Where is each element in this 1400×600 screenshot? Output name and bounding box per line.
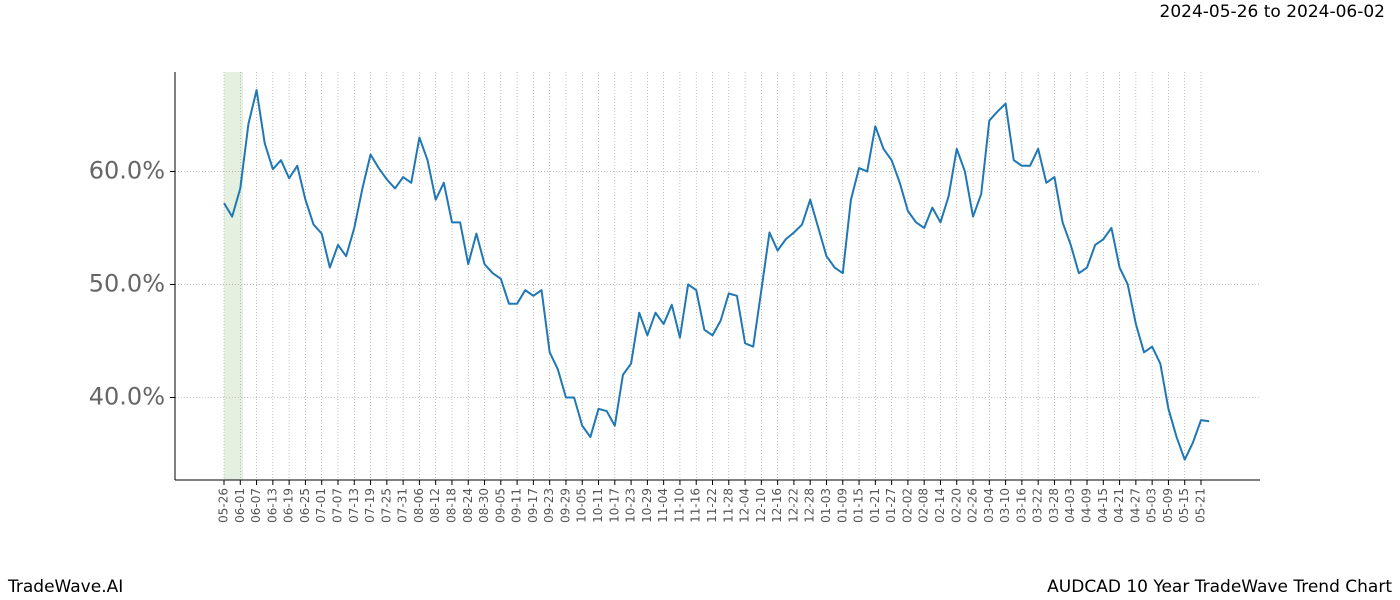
x-tick-label: 07-19 <box>363 488 377 523</box>
x-tick-label: 05-09 <box>1161 488 1175 523</box>
x-tick-label: 07-01 <box>314 488 328 523</box>
x-tick-label: 09-05 <box>493 488 507 523</box>
x-tick-label: 12-28 <box>803 488 817 523</box>
x-tick-label: 07-13 <box>347 488 361 523</box>
x-tick-label: 02-02 <box>900 488 914 523</box>
x-tick-label: 04-09 <box>1080 488 1094 523</box>
x-tick-label: 08-12 <box>428 488 442 523</box>
x-tick-label: 03-16 <box>1014 488 1028 523</box>
x-tick-label: 04-21 <box>1112 488 1126 523</box>
x-tick-label: 10-05 <box>575 488 589 523</box>
x-tick-label: 12-22 <box>786 488 800 523</box>
x-tick-label: 10-23 <box>624 488 638 523</box>
x-tick-label: 07-25 <box>379 488 393 523</box>
x-tick-label: 04-03 <box>1063 488 1077 523</box>
x-tick-label: 09-23 <box>542 488 556 523</box>
x-tick-label: 07-31 <box>396 488 410 523</box>
y-tick-label: 60.0% <box>89 156 165 184</box>
x-tick-label: 01-15 <box>852 488 866 523</box>
x-tick-label: 11-28 <box>721 488 735 523</box>
x-tick-label: 12-04 <box>738 488 752 523</box>
x-tick-label: 05-03 <box>1145 488 1159 523</box>
x-tick-label: 06-07 <box>249 488 263 523</box>
highlight-range <box>224 72 243 480</box>
x-tick-label: 08-06 <box>412 488 426 523</box>
x-tick-label: 03-10 <box>998 488 1012 523</box>
chart-title: AUDCAD 10 Year TradeWave Trend Chart <box>1047 577 1392 597</box>
x-tick-label: 05-26 <box>217 488 231 523</box>
x-tick-label: 03-22 <box>1031 488 1045 523</box>
x-tick-label: 10-29 <box>640 488 654 523</box>
date-range: 2024-05-26 to 2024-06-02 <box>1160 2 1385 22</box>
x-tick-label: 08-24 <box>461 488 475 523</box>
x-tick-label: 08-18 <box>444 488 458 523</box>
y-tick-label: 50.0% <box>89 269 165 297</box>
x-tick-label: 12-16 <box>770 488 784 523</box>
x-tick-label: 09-17 <box>526 488 540 523</box>
x-tick-label: 11-04 <box>656 488 670 523</box>
x-tick-label: 01-21 <box>868 488 882 523</box>
trend-line <box>223 89 1210 461</box>
x-tick-label: 11-22 <box>705 488 719 523</box>
x-tick-label: 05-21 <box>1194 488 1208 523</box>
x-tick-label: 10-17 <box>607 488 621 523</box>
x-tick-label: 06-13 <box>265 488 279 523</box>
x-tick-label: 05-15 <box>1177 488 1191 523</box>
brand: TradeWave.AI <box>7 577 123 597</box>
x-tick-label: 08-30 <box>477 488 491 523</box>
x-tick-label: 01-03 <box>819 488 833 523</box>
x-tick-label: 02-26 <box>966 488 980 523</box>
x-tick-label: 07-07 <box>330 488 344 523</box>
x-tick-label: 06-19 <box>282 488 296 523</box>
x-tick-label: 11-16 <box>689 488 703 523</box>
x-tick-label: 03-04 <box>982 488 996 523</box>
x-tick-label: 01-09 <box>835 488 849 523</box>
x-tick-label: 02-08 <box>917 488 931 523</box>
x-tick-label: 02-14 <box>933 488 947 523</box>
x-tick-label: 09-11 <box>510 488 524 523</box>
x-tick-label: 06-25 <box>298 488 312 523</box>
x-tick-label: 04-15 <box>1096 488 1110 523</box>
x-tick-label: 09-29 <box>558 488 572 523</box>
x-tick-label: 02-20 <box>949 488 963 523</box>
x-tick-label: 12-10 <box>754 488 768 523</box>
x-tick-label: 01-27 <box>884 488 898 523</box>
x-tick-label: 11-10 <box>672 488 686 523</box>
x-tick-label: 03-28 <box>1047 488 1061 523</box>
x-tick-label: 10-11 <box>591 488 605 523</box>
x-tick-label: 06-01 <box>233 488 247 523</box>
x-tick-label: 04-27 <box>1128 488 1142 523</box>
y-tick-label: 40.0% <box>89 382 165 410</box>
